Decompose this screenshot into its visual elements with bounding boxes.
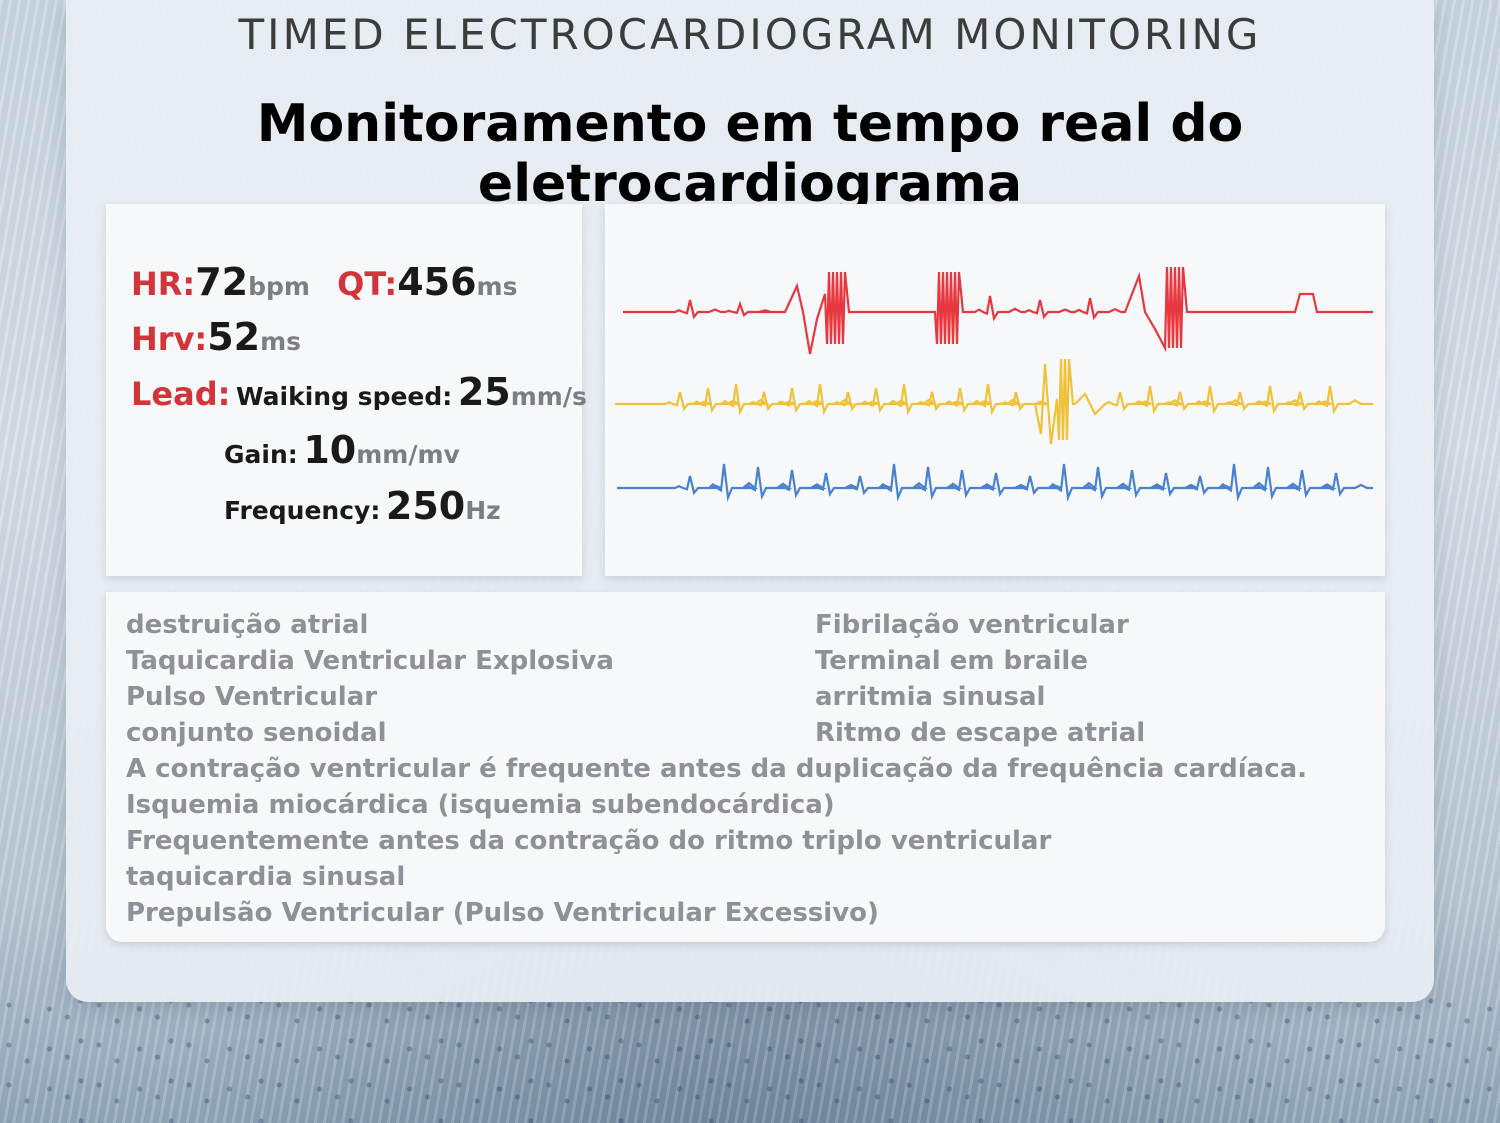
condition-full-1: A contração ventricular é frequente ante…	[126, 754, 1308, 784]
hrv-label: Hrv:	[131, 320, 208, 358]
condition-left-2: Taquicardia Ventricular Explosiva	[126, 646, 614, 676]
condition-right-2: Terminal em braile	[815, 646, 1088, 676]
hr-label: HR:	[131, 265, 196, 303]
ecg-trace-blue	[617, 463, 1373, 502]
condition-full-4: taquicardia sinusal	[126, 862, 406, 892]
condition-full-2: Isquemia miocárdica (isquemia subendocár…	[126, 790, 835, 820]
condition-left-4: conjunto senoidal	[126, 718, 387, 748]
qt-unit: ms	[476, 272, 518, 301]
frequency-label: Frequency:	[224, 496, 381, 525]
condition-right-3: arritmia sinusal	[815, 682, 1046, 712]
qt-value: 456	[397, 260, 477, 304]
ecg-trace-red	[623, 266, 1373, 355]
gain-row: Gain: 10mm/mv	[224, 428, 460, 472]
main-title: Monitoramento em tempo real do eletrocar…	[256, 94, 1244, 214]
walking-speed-unit: mm/s	[510, 382, 587, 411]
hr-value: 72	[195, 260, 249, 304]
frequency-unit: Hz	[465, 496, 501, 525]
frequency-row: Frequency: 250Hz	[224, 484, 501, 528]
condition-right-1: Fibrilação ventricular	[815, 610, 1129, 640]
conditions-panel: destruição atrial Taquicardia Ventricula…	[106, 592, 1385, 942]
gain-unit: mm/mv	[356, 440, 460, 469]
stats-panel: HR:72bpm QT:456ms Hrv:52ms Lead: Waiking…	[106, 204, 587, 576]
walking-speed-label: Waiking speed:	[235, 382, 453, 411]
condition-full-5: Prepulsão Ventricular (Pulso Ventricular…	[126, 898, 879, 928]
hr-qt-row: HR:72bpm QT:456ms	[131, 260, 517, 304]
condition-left-3: Pulso Ventricular	[126, 682, 378, 712]
ecg-trace-yellow	[615, 358, 1373, 445]
background-speckle	[0, 993, 1500, 1123]
hrv-row: Hrv:52ms	[131, 315, 301, 359]
frequency-value: 250	[385, 484, 466, 528]
gain-value: 10	[303, 428, 357, 472]
condition-left-1: destruição atrial	[126, 610, 369, 640]
condition-right-4: Ritmo de escape atrial	[815, 718, 1146, 748]
gain-label: Gain:	[224, 440, 298, 469]
hr-unit: bpm	[248, 272, 310, 301]
hrv-value: 52	[207, 315, 261, 359]
walking-speed-value: 25	[457, 370, 511, 414]
hrv-unit: ms	[260, 327, 302, 356]
top-title: TIMED ELECTROCARDIOGRAM MONITORING	[238, 10, 1262, 59]
qt-label: QT:	[337, 265, 398, 303]
ecg-waveforms	[615, 266, 1373, 502]
ecg-panel	[605, 204, 1385, 576]
lead-row: Lead: Waiking speed: 25mm/s	[131, 370, 587, 414]
condition-full-3: Frequentemente antes da contração do rit…	[126, 826, 1052, 856]
lead-label: Lead:	[131, 375, 231, 413]
